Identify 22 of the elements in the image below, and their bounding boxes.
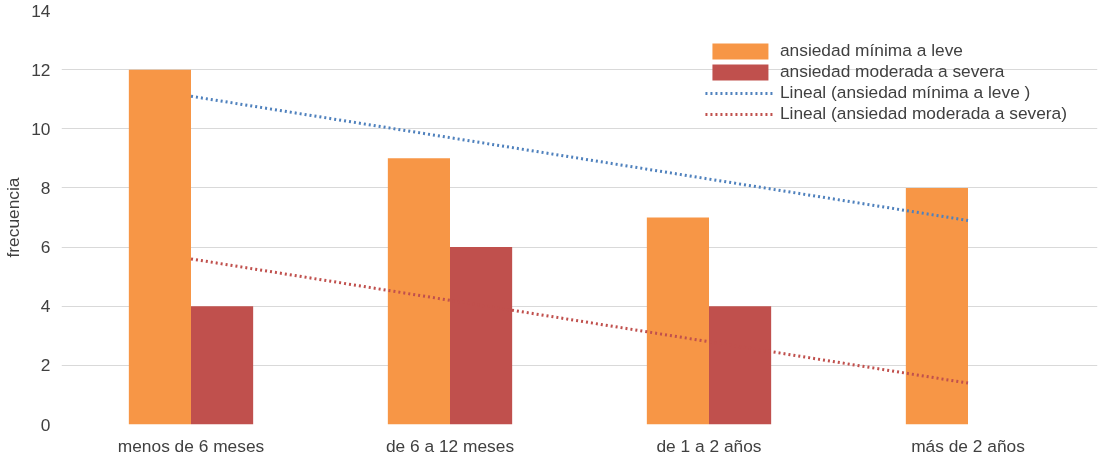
y-axis-title: frecuencia — [3, 177, 24, 258]
y-tick-label: 8 — [40, 177, 51, 198]
y-tick-label: 0 — [40, 414, 51, 435]
x-tick-label: de 1 a 2 años — [656, 435, 762, 456]
y-tick-label: 12 — [31, 59, 51, 80]
legend-label: ansiedad moderada a severa — [779, 61, 1005, 82]
legend-label: Lineal (ansiedad mínima a leve ) — [779, 82, 1031, 103]
x-tick-label: de 6 a 12 meses — [385, 435, 515, 456]
y-tick-label: 10 — [31, 118, 51, 139]
bar — [191, 306, 254, 425]
bar — [905, 187, 968, 425]
x-tick-label: menos de 6 meses — [117, 435, 265, 456]
bar — [387, 158, 450, 425]
bar — [128, 69, 191, 425]
legend-label: Lineal (ansiedad moderada a severa) — [779, 103, 1067, 124]
y-tick-label: 4 — [40, 296, 51, 317]
bar — [646, 217, 709, 425]
x-tick-label: más de 2 años — [911, 435, 1026, 456]
legend-label: ansiedad mínima a leve — [779, 40, 963, 61]
y-tick-label: 2 — [40, 355, 51, 376]
y-tick-label: 6 — [40, 237, 51, 258]
y-tick-label: 14 — [31, 0, 51, 21]
